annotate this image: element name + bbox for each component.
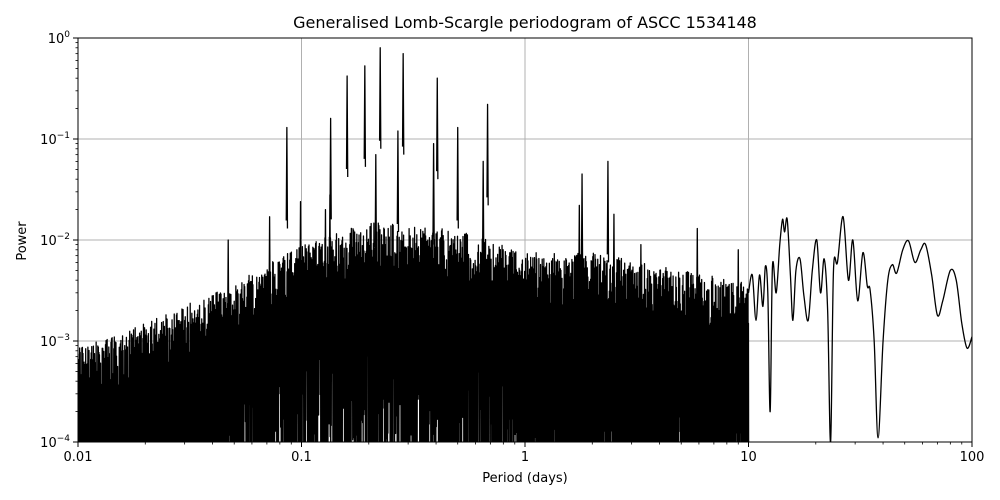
x-axis-label: Period (days) bbox=[482, 471, 568, 486]
y-tick-label: 10−4 bbox=[40, 434, 70, 451]
y-axis-label: Power bbox=[15, 221, 30, 261]
x-tick-label: 100 bbox=[960, 450, 985, 465]
x-tick-label: 0.1 bbox=[291, 450, 312, 465]
plot-area bbox=[78, 47, 972, 442]
x-tick-label: 10 bbox=[740, 450, 757, 465]
periodogram-line bbox=[78, 47, 972, 442]
y-tick-label: 100 bbox=[48, 30, 71, 47]
chart-title: Generalised Lomb-Scargle periodogram of … bbox=[293, 13, 757, 32]
y-axis-ticks: 10−4 10−3 10−2 10−1 100 bbox=[40, 30, 78, 451]
x-tick-label: 1 bbox=[521, 450, 529, 465]
y-tick-label: 10−3 bbox=[40, 333, 70, 350]
x-axis-ticks: 0.01 0.1 1 10 100 bbox=[64, 442, 985, 465]
y-tick-label: 10−1 bbox=[40, 131, 70, 148]
y-tick-label: 10−2 bbox=[40, 232, 70, 249]
x-tick-label: 0.01 bbox=[64, 450, 93, 465]
